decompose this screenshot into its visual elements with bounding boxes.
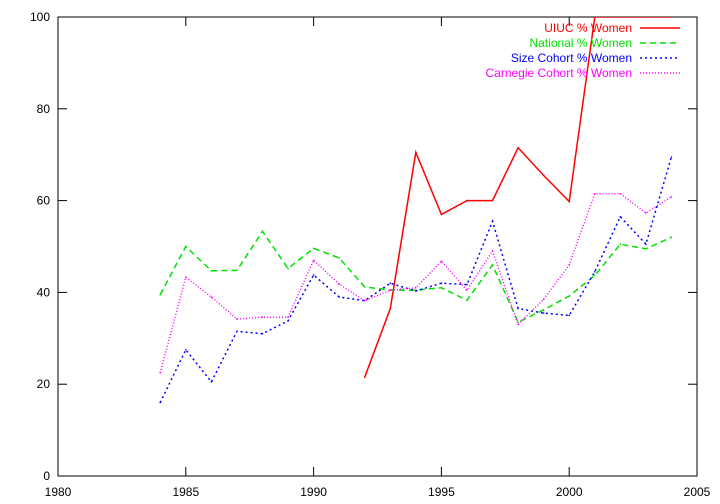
- data-point-national-women: [645, 247, 647, 250]
- data-point-uiuc-women: [363, 376, 366, 379]
- data-point-carnegie-cohort-women: [568, 264, 570, 266]
- data-point-size-cohort-women: [491, 220, 494, 223]
- data-point-carnegie-cohort-women: [159, 371, 162, 374]
- legend-label: UIUC % Women: [544, 21, 632, 35]
- data-point-carnegie-cohort-women: [261, 316, 264, 318]
- data-point-size-cohort-women: [619, 215, 622, 218]
- data-point-uiuc-women: [542, 174, 545, 177]
- data-point-national-women: [185, 245, 187, 248]
- data-point-national-women: [593, 274, 596, 277]
- x-tick-label: 2000: [556, 485, 583, 499]
- legend-label: National % Women: [530, 36, 633, 50]
- plot-frame: [57, 16, 698, 477]
- data-point-carnegie-cohort-women: [236, 318, 238, 320]
- data-point-uiuc-women: [466, 199, 468, 202]
- data-point-carnegie-cohort-women: [210, 296, 213, 298]
- data-point-carnegie-cohort-women: [287, 316, 289, 318]
- data-point-uiuc-women: [389, 307, 392, 310]
- data-point-size-cohort-women: [593, 270, 596, 273]
- data-point-uiuc-women: [619, 17, 622, 18]
- data-point-national-women: [159, 293, 162, 296]
- data-point-size-cohort-women: [210, 381, 213, 383]
- data-point-size-cohort-women: [185, 348, 187, 351]
- data-point-size-cohort-women: [568, 314, 570, 317]
- data-point-carnegie-cohort-women: [185, 276, 187, 279]
- data-point-size-cohort-women: [312, 274, 315, 276]
- data-point-carnegie-cohort-women: [491, 250, 494, 252]
- axis-ticks: 1980 1985 1990 1995 2000 2005 0 20 40 60 80 100: [30, 10, 711, 499]
- data-point-carnegie-cohort-women: [312, 259, 315, 262]
- data-point-national-women: [440, 287, 443, 289]
- y-tick-label: 80: [37, 102, 51, 116]
- data-point-national-women: [491, 264, 494, 266]
- data-point-size-cohort-women: [159, 401, 162, 404]
- data-point-size-cohort-women: [542, 312, 545, 314]
- data-point-national-women: [670, 236, 673, 239]
- y-tick-label: 0: [43, 469, 50, 483]
- data-point-uiuc-women: [670, 17, 673, 18]
- x-tick-label: 1980: [45, 485, 72, 499]
- data-point-size-cohort-women: [517, 307, 519, 310]
- x-tick-label: 1990: [300, 485, 327, 499]
- data-point-carnegie-cohort-women: [517, 323, 519, 326]
- data-point-size-cohort-women: [670, 156, 673, 158]
- y-tick-label: 40: [37, 285, 51, 299]
- data-point-carnegie-cohort-women: [542, 298, 545, 301]
- series-layer: [159, 17, 673, 404]
- data-point-size-cohort-women: [415, 290, 417, 292]
- legend-label: Carnegie Cohort % Women: [485, 66, 632, 80]
- data-point-size-cohort-women: [261, 332, 264, 335]
- data-point-national-women: [210, 270, 213, 272]
- data-point-national-women: [236, 269, 238, 272]
- data-point-size-cohort-women: [236, 330, 238, 333]
- y-tick-label: 100: [30, 10, 50, 24]
- y-tick-label: 60: [37, 194, 51, 208]
- data-point-uiuc-women: [517, 147, 519, 149]
- data-point-carnegie-cohort-women: [619, 192, 622, 195]
- data-point-size-cohort-women: [389, 282, 392, 285]
- series-line-carnegie-cohort-women: [159, 192, 672, 373]
- data-point-national-women: [312, 247, 315, 250]
- legend-label: Size Cohort % Women: [511, 51, 632, 65]
- data-point-carnegie-cohort-women: [593, 192, 596, 195]
- data-point-size-cohort-women: [440, 282, 443, 285]
- data-point-carnegie-cohort-women: [415, 287, 417, 289]
- data-point-carnegie-cohort-women: [670, 196, 673, 198]
- data-point-uiuc-women: [491, 199, 494, 202]
- data-point-national-women: [363, 286, 366, 288]
- data-point-carnegie-cohort-women: [338, 283, 340, 285]
- data-point-carnegie-cohort-women: [645, 212, 647, 214]
- data-point-uiuc-women: [415, 151, 417, 154]
- data-point-uiuc-women: [645, 17, 647, 18]
- data-point-uiuc-women: [593, 17, 596, 18]
- data-point-size-cohort-women: [466, 283, 468, 286]
- data-point-national-women: [542, 309, 545, 311]
- data-point-size-cohort-women: [287, 320, 289, 322]
- x-tick-label: 1985: [172, 485, 199, 499]
- data-point-national-women: [568, 295, 570, 297]
- data-point-national-women: [466, 299, 468, 302]
- x-tick-label: 1995: [428, 485, 455, 499]
- data-point-uiuc-women: [440, 213, 443, 216]
- data-point-national-women: [338, 257, 340, 259]
- series-line-national-women: [159, 230, 672, 324]
- x-tick-label: 2005: [684, 485, 711, 499]
- data-point-carnegie-cohort-women: [466, 289, 468, 291]
- data-point-national-women: [287, 267, 289, 270]
- data-point-carnegie-cohort-women: [389, 289, 392, 291]
- data-point-size-cohort-women: [645, 243, 647, 246]
- y-tick-label: 20: [37, 377, 51, 391]
- data-point-national-women: [261, 230, 264, 233]
- data-point-uiuc-women: [568, 200, 570, 203]
- data-point-carnegie-cohort-women: [440, 260, 443, 262]
- data-point-carnegie-cohort-women: [363, 299, 366, 302]
- data-point-national-women: [619, 243, 622, 246]
- data-point-size-cohort-women: [338, 296, 340, 298]
